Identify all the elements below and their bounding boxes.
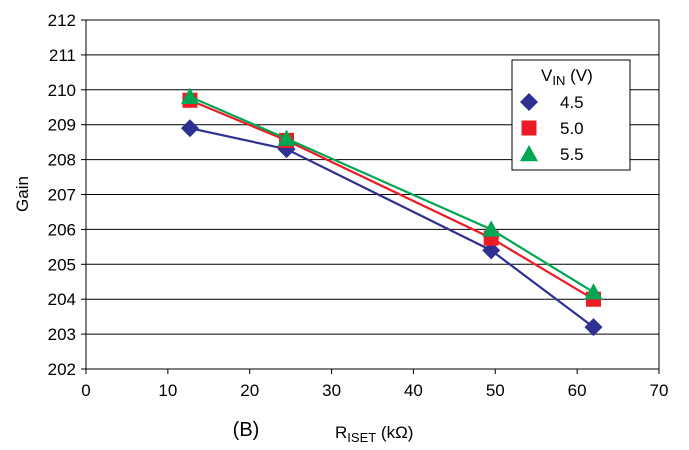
legend: VIN (V) 4.5 5.0 5.5 (511, 59, 631, 171)
plot-frame (85, 19, 660, 370)
legend-marker-5.5 (520, 145, 538, 162)
x-axis-label-sub: ISET (347, 430, 376, 445)
legend-marker-4.5 (520, 93, 538, 111)
legend-entries: 4.5 5.0 5.5 (520, 93, 584, 164)
x-axis-label: RISET (kΩ) (335, 423, 413, 445)
x-tick-label: 30 (322, 381, 341, 400)
series-line-5.0 (189, 99, 595, 301)
data-point-5.5-3 (584, 283, 603, 300)
x-axis-label-main: R (335, 423, 347, 442)
legend-label-4.5: 4.5 (560, 93, 584, 112)
y-tick-label: 211 (49, 46, 76, 65)
y-tick-label: 209 (48, 116, 76, 135)
x-tick-label: 70 (650, 381, 669, 400)
x-tick-label: 20 (240, 381, 259, 400)
x-tick-label: 60 (568, 381, 587, 400)
x-axis-label-unit: (kΩ) (376, 423, 413, 442)
legend-marker-5.0 (521, 120, 537, 136)
y-tick-label: 203 (48, 325, 76, 344)
legend-title-sub: IN (552, 73, 565, 88)
y-tick-label: 202 (48, 360, 76, 379)
x-tick-label: 10 (158, 381, 177, 400)
y-tick-label: 205 (48, 255, 76, 274)
y-tick-label: 206 (48, 220, 76, 239)
data-point-5.5-2 (482, 220, 501, 237)
y-tick-label: 207 (48, 186, 76, 205)
data-point-4.5-2 (482, 241, 501, 260)
data-point-5.5-1 (277, 129, 296, 146)
series-line-4.5 (189, 127, 595, 328)
series-layer (180, 87, 603, 337)
axis-layer: 202 203 204 205 206 207 208 209 210 211 212 0 10 20 30… (48, 11, 669, 400)
y-axis-label: Gain (13, 176, 32, 212)
legend-label-5.0: 5.0 (560, 119, 584, 138)
legend-title-main: V (541, 66, 553, 85)
y-tick-label: 204 (48, 290, 76, 309)
x-tick-label: 40 (404, 381, 423, 400)
data-point-5.5-0 (180, 87, 199, 104)
x-tick-label: 0 (81, 381, 90, 400)
legend-title-unit: (V) (565, 66, 592, 85)
panel-label: (B) (233, 419, 260, 441)
x-tick-label: 50 (486, 381, 505, 400)
y-tick-label: 212 (48, 11, 76, 30)
y-tick-label: 210 (48, 81, 76, 100)
data-point-4.5-0 (180, 119, 199, 138)
data-point-4.5-3 (584, 318, 603, 337)
y-tick-label: 208 (48, 151, 76, 170)
series-line-5.5 (189, 95, 595, 294)
legend-label-5.5: 5.5 (560, 145, 584, 164)
legend-title: VIN (V) (541, 66, 593, 88)
